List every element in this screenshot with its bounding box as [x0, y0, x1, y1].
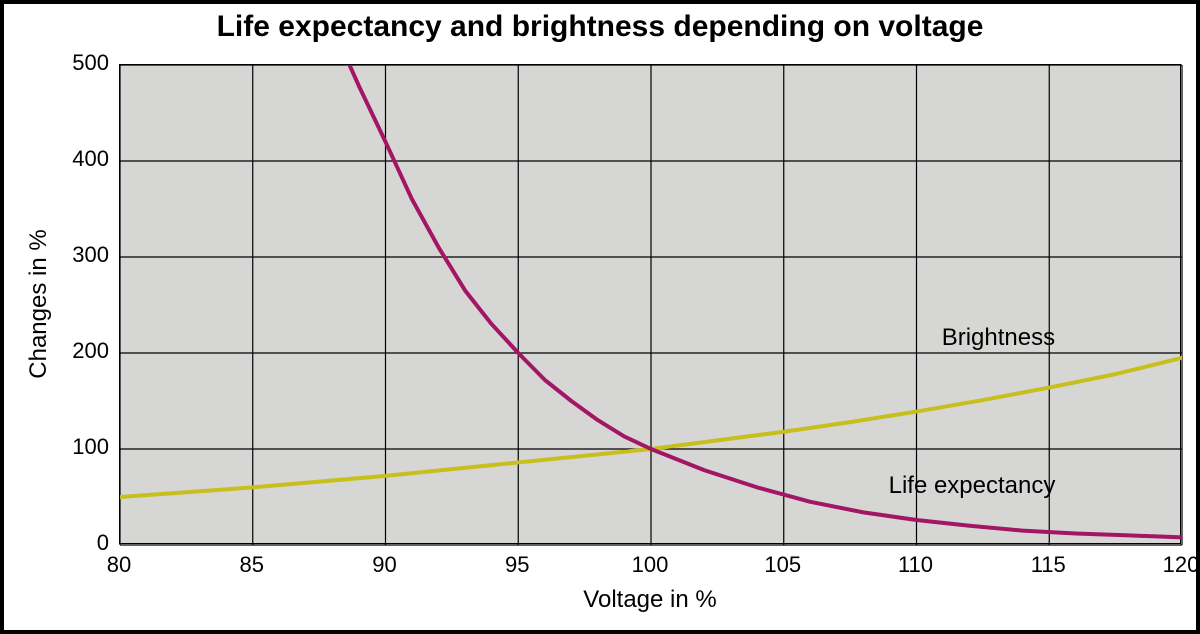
x-tick-label: 100 [630, 552, 670, 578]
y-axis-label: Changes in % [25, 154, 53, 454]
y-tick-label: 400 [59, 146, 109, 172]
x-tick-label: 105 [763, 552, 803, 578]
y-tick-label: 300 [59, 242, 109, 268]
chart-title: Life expectancy and brightness depending… [4, 10, 1196, 44]
y-tick-label: 0 [59, 530, 109, 556]
x-tick-label: 95 [497, 552, 537, 578]
series-line-life-expectancy [306, 0, 1182, 537]
x-tick-label: 90 [365, 552, 405, 578]
x-tick-label: 110 [896, 552, 936, 578]
series-label-life-expectancy: Life expectancy [889, 472, 1056, 500]
x-tick-label: 85 [232, 552, 272, 578]
x-tick-label: 115 [1028, 552, 1068, 578]
series-label-brightness: Brightness [942, 324, 1055, 352]
chart-frame: Life expectancy and brightness depending… [0, 0, 1200, 634]
x-tick-label: 120 [1161, 552, 1200, 578]
y-tick-label: 200 [59, 338, 109, 364]
y-tick-label: 500 [59, 50, 109, 76]
y-tick-label: 100 [59, 434, 109, 460]
x-axis-label: Voltage in % [119, 586, 1181, 614]
